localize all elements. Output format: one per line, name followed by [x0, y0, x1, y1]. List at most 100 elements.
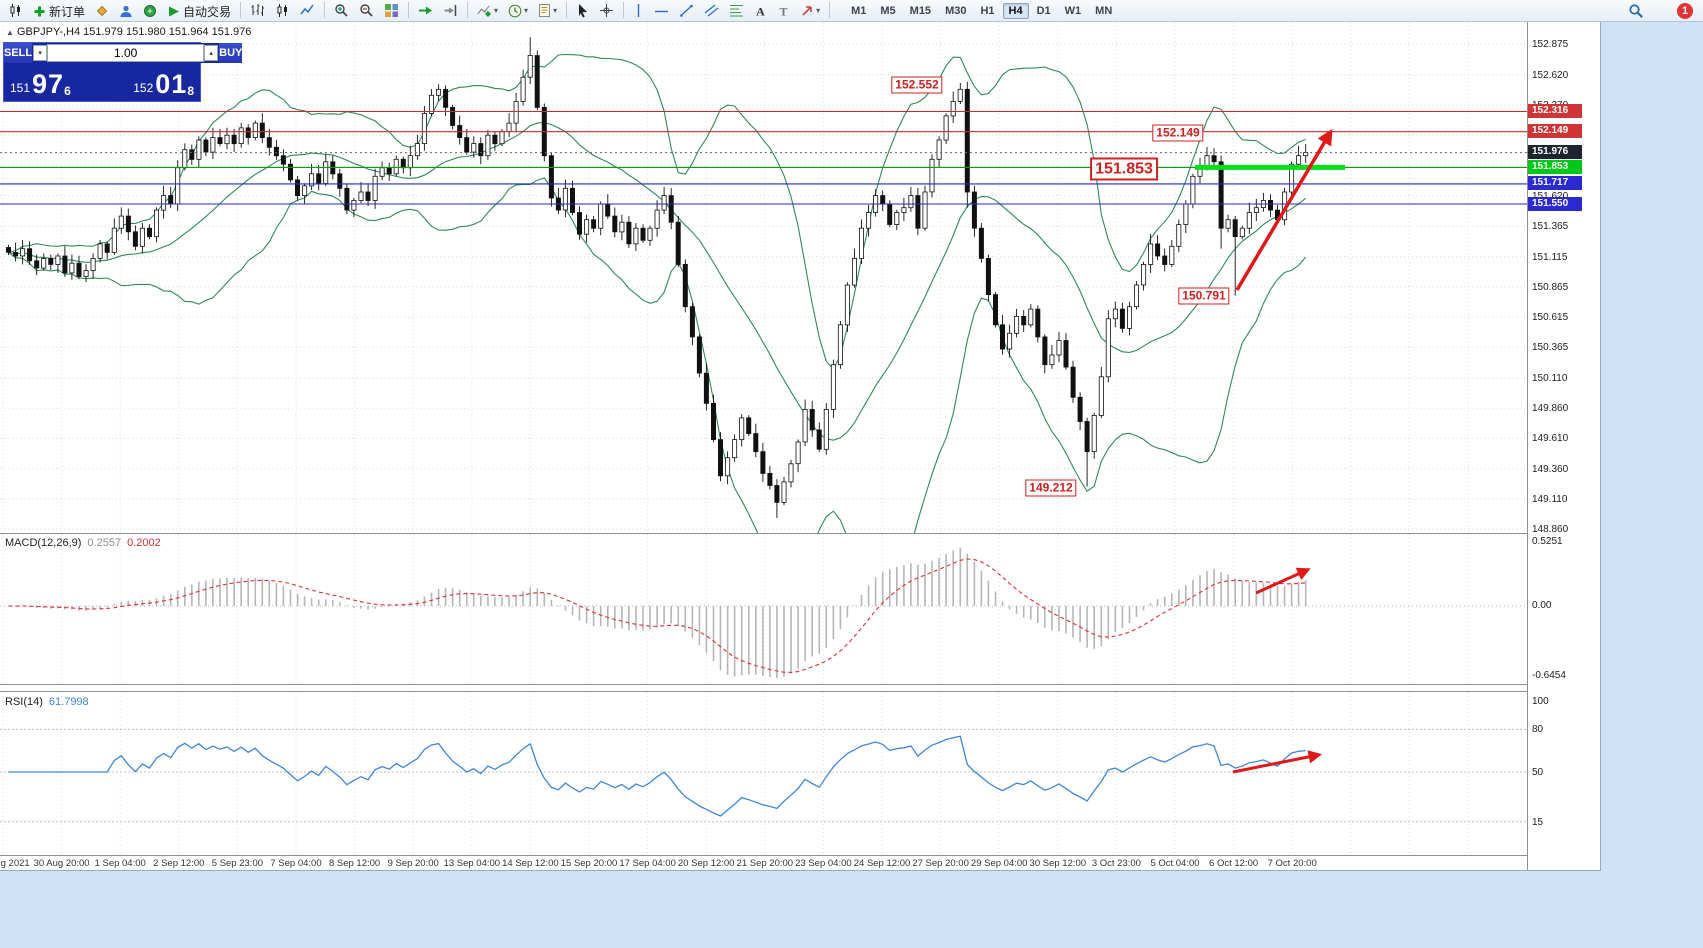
svg-text:A: A	[756, 4, 765, 18]
macd-panel-canvas[interactable]	[0, 534, 1527, 684]
macd-indicator-label: MACD(12,26,9) 0.2557 0.2002	[5, 537, 161, 549]
price-tick: 150.865	[1532, 281, 1569, 293]
toolbar-buttons: 新订单 自动交易 ▾ ▾ ▾ A T ▾	[3, 0, 834, 22]
rsi-panel-top-border[interactable]	[0, 691, 1600, 692]
bar-chart-button[interactable]	[246, 0, 269, 21]
svg-text:T: T	[780, 4, 788, 18]
timeframe-group: M1 M5 M15 M30 H1 H4 D1 W1 MN	[844, 2, 1119, 19]
level-price-badge[interactable]: 152.316	[1528, 104, 1582, 118]
timeframe-m30[interactable]: M30	[945, 4, 967, 17]
equidistant-channel-button[interactable]	[700, 0, 723, 21]
arrows-button[interactable]: ▾	[796, 0, 824, 21]
level-lines[interactable]	[0, 110, 1527, 205]
zoom-out-button[interactable]	[355, 0, 378, 21]
price-tick: 151.365	[1532, 221, 1569, 233]
price-scale[interactable]: 152.875152.620152.370152.120151.865151.6…	[1528, 22, 1600, 870]
rsi-trend-arrow[interactable]	[1232, 750, 1322, 774]
toolbar-separator	[467, 1, 469, 18]
rsi-axis-tick: 80	[1532, 724, 1544, 736]
price-chart-canvas[interactable]	[0, 22, 1527, 533]
crosshair-button[interactable]	[595, 0, 618, 21]
chart-window: ▲ GBPJPY-,H4 151.979 151.980 151.964 151.…	[0, 22, 1601, 871]
time-tick: 5 Sep 23:00	[211, 858, 264, 869]
zoom-in-button[interactable]	[330, 0, 353, 21]
market-button[interactable]	[139, 0, 161, 21]
mql5-community-button[interactable]	[91, 0, 113, 21]
level-price-badge[interactable]: 151.853	[1528, 159, 1582, 174]
trendline-button[interactable]	[675, 0, 698, 21]
trade-widget-header: SELL ▾ ▴ BUY	[4, 43, 243, 63]
candles-series	[6, 37, 1309, 519]
rsi-panel-canvas[interactable]	[0, 692, 1527, 855]
rsi-panel-bottom-border	[0, 855, 1600, 856]
macd-histogram	[7, 547, 1307, 679]
timeframe-m5[interactable]: M5	[880, 4, 896, 17]
symbol-ohlc-text: GBPJPY-,H4 151.979 151.980 151.964 151.9…	[16, 26, 252, 38]
price-tick: 150.110	[1532, 372, 1568, 384]
timeframe-d1[interactable]: D1	[1036, 4, 1051, 17]
sell-price[interactable]: 151 97 6	[10, 69, 71, 99]
timeframe-w1[interactable]: W1	[1064, 4, 1082, 17]
toolbar-separator	[324, 1, 326, 18]
toolbar-right: 1	[1623, 0, 1693, 21]
text-label-button[interactable]: T	[773, 0, 794, 21]
text-button[interactable]: A	[750, 0, 771, 21]
price-tick: 149.610	[1532, 433, 1569, 445]
auto-scroll-button[interactable]	[414, 0, 437, 21]
rsi-axis-tick: 50	[1532, 767, 1544, 778]
cursor-button[interactable]	[572, 0, 593, 21]
price-tick: 152.620	[1532, 69, 1569, 81]
candlestick-chart-button[interactable]	[271, 0, 294, 21]
volume-increase-button[interactable]: ▴	[204, 45, 219, 61]
chart-shortcut-button[interactable]	[4, 0, 27, 21]
timeframe-m1[interactable]: M1	[851, 4, 867, 17]
macd-trend-arrow[interactable]	[1255, 567, 1311, 595]
line-chart-button[interactable]	[296, 0, 319, 21]
macd-main-value: 0.2557	[87, 537, 122, 549]
bollinger-bands	[8, 53, 1307, 533]
timeframe-mn[interactable]: MN	[1095, 4, 1113, 17]
time-tick: 27 Sep 20:00	[912, 858, 969, 869]
chart-shift-button[interactable]	[439, 0, 462, 21]
fibonacci-button[interactable]	[725, 0, 748, 21]
time-tick: 30 Sep 12:00	[1029, 858, 1087, 869]
toolbar-separator	[566, 1, 568, 18]
level-price-badge[interactable]: 151.717	[1528, 176, 1582, 191]
macd-signal-value: 0.2002	[127, 537, 161, 549]
templates-button[interactable]: ▾	[534, 0, 561, 21]
price-tick: 151.620	[1532, 191, 1568, 202]
horizontal-line-button[interactable]	[650, 1, 673, 22]
time-tick: 15 Sep 20:00	[560, 858, 618, 869]
level-price-badge[interactable]: 151.550	[1528, 196, 1582, 211]
indicators-button[interactable]: ▾	[473, 0, 502, 21]
time-tick: 23 Sep 04:00	[795, 858, 852, 869]
price-tick: 150.365	[1532, 342, 1569, 354]
vertical-line-button[interactable]	[629, 0, 648, 21]
new-order-button[interactable]: 新订单	[29, 1, 89, 22]
macd-grid	[0, 534, 1527, 684]
tile-windows-button[interactable]	[380, 0, 403, 21]
macd-panel-top-border[interactable]	[0, 533, 1600, 534]
timeframe-m15[interactable]: M15	[909, 4, 932, 17]
volume-input[interactable]	[47, 44, 205, 62]
notification-badge[interactable]: 1	[1677, 2, 1693, 19]
macd-panel-bottom-border[interactable]	[0, 684, 1600, 685]
time-tick: 29 Sep 04:00	[970, 858, 1028, 869]
timeframe-h1[interactable]: H1	[980, 4, 995, 17]
user-account-button[interactable]	[115, 0, 137, 21]
toolbar-separator	[829, 1, 831, 18]
periods-button[interactable]: ▾	[504, 0, 532, 21]
trend-arrow[interactable]	[1235, 128, 1333, 291]
time-tick: 21 Sep 20:00	[736, 858, 794, 869]
buy-button[interactable]: BUY	[219, 43, 243, 63]
price-tick: 150.615	[1532, 311, 1569, 323]
sell-button[interactable]: SELL	[4, 43, 33, 63]
buy-price[interactable]: 152 01 8	[133, 69, 194, 99]
level-price-badge[interactable]: 152.149	[1528, 124, 1582, 139]
volume-decrease-button[interactable]: ▾	[33, 45, 48, 61]
search-icon[interactable]	[1624, 0, 1648, 21]
autotrading-button[interactable]: 自动交易	[163, 1, 235, 22]
timeframe-h4[interactable]: H4	[1002, 2, 1029, 19]
